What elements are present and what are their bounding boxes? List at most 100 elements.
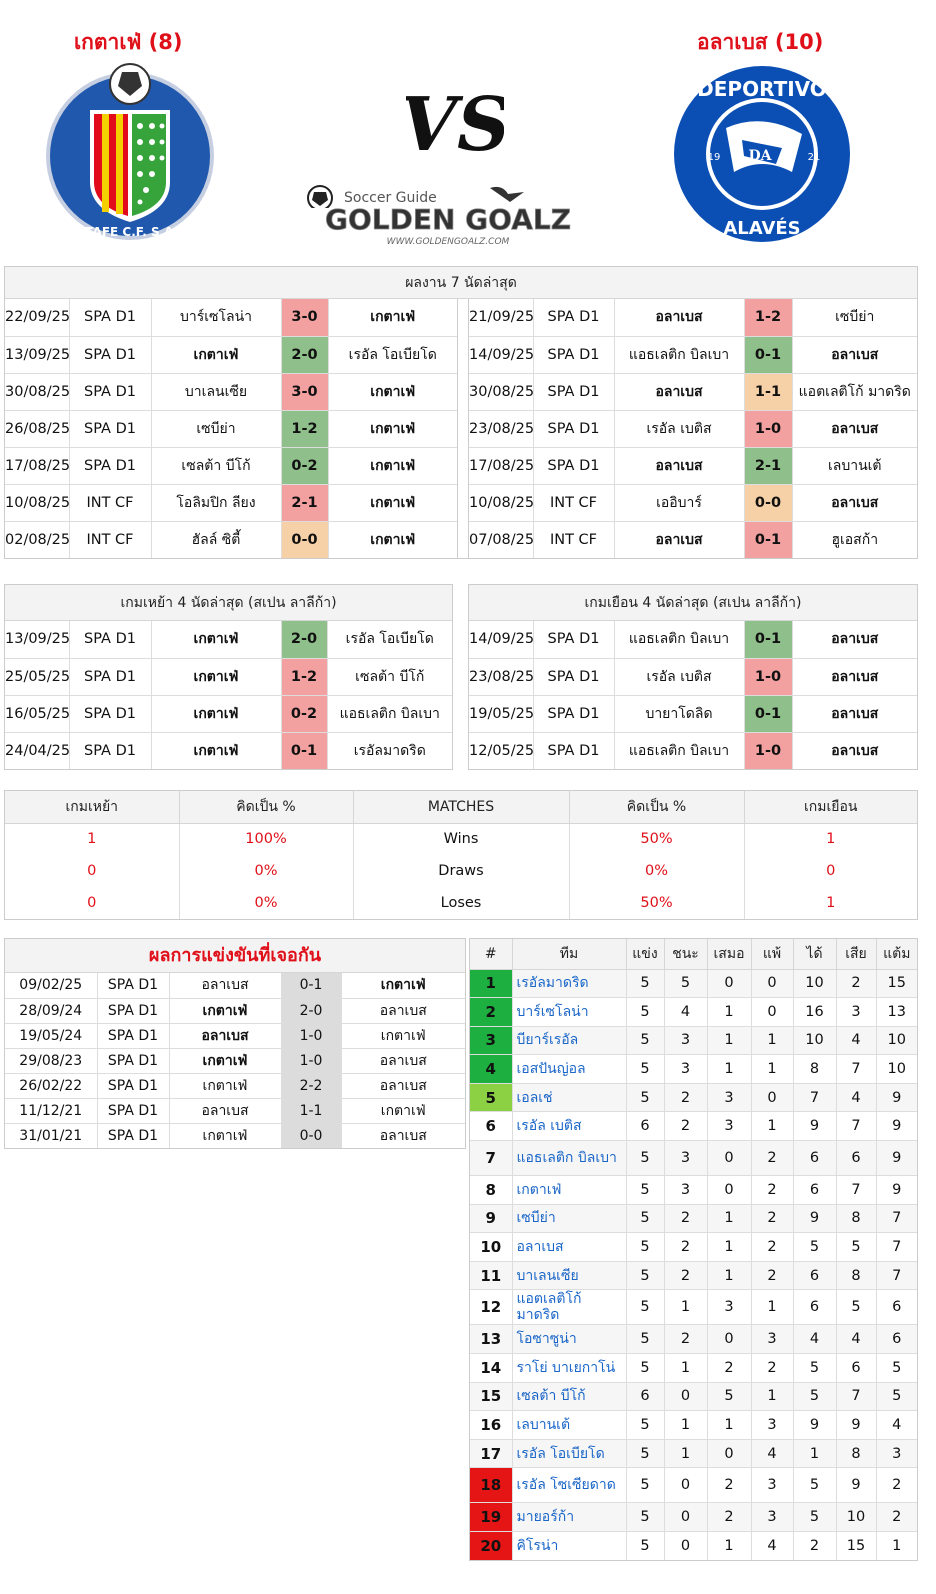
match-home-team[interactable]: เออิบาร์	[614, 484, 745, 522]
match-home-team[interactable]: อลาเบส	[614, 373, 745, 411]
match-score[interactable]: 0-1	[744, 621, 793, 659]
match-row[interactable]: 07/08/25 INT CF อลาเบส 0-1 ฮูเอสก้า	[469, 521, 917, 558]
match-away-team[interactable]: แอธเลติก บิลเบา	[327, 695, 452, 733]
h2h-away-team[interactable]: เกตาเฟ่	[341, 1098, 465, 1124]
match-home-team[interactable]: แอธเลติก บิลเบา	[614, 732, 745, 769]
h2h-score[interactable]: 1-1	[281, 1098, 342, 1124]
standings-row[interactable]: 4 เอสปันญ่อล 5 3 1 1 8 7 10	[470, 1054, 917, 1084]
h2h-away-team[interactable]: อลาเบส	[341, 1048, 465, 1074]
standings-row[interactable]: 20 คิโรน่า 5 0 1 4 2 15 1	[470, 1531, 917, 1561]
match-away-team[interactable]: เซลต้า บีโก้	[327, 658, 452, 696]
h2h-away-team[interactable]: อลาเบส	[341, 998, 465, 1024]
standings-row[interactable]: 16 เลบานเต้ 5 1 1 3 9 9 4	[470, 1410, 917, 1440]
match-score[interactable]: 0-1	[744, 695, 793, 733]
match-away-team[interactable]: เรอัล โอเบียโด	[328, 336, 457, 374]
standings-team-link[interactable]: บาร์เซโลน่า	[512, 997, 627, 1027]
standings-row[interactable]: 7 แอธเลติก บิลเบา 5 3 0 2 6 6 9	[470, 1140, 917, 1177]
match-home-team[interactable]: เซบีย่า	[151, 410, 282, 448]
match-score[interactable]: 0-0	[281, 521, 329, 558]
standings-row[interactable]: 19 มายอร์ก้า 5 0 2 3 5 10 2	[470, 1502, 917, 1532]
h2h-row[interactable]: 31/01/21 SPA D1 เกตาเฟ่ 0-0 อลาเบส	[5, 1123, 465, 1148]
match-row[interactable]: 21/09/25 SPA D1 อลาเบส 1-2 เซบีย่า	[469, 299, 917, 337]
match-row[interactable]: 23/08/25 SPA D1 เรอัล เบติส 1-0 อลาเบส	[469, 658, 917, 696]
match-score[interactable]: 0-1	[744, 336, 793, 374]
match-score[interactable]: 2-1	[744, 447, 793, 485]
match-home-team[interactable]: เกตาเฟ่	[151, 658, 282, 696]
standings-team-link[interactable]: มายอร์ก้า	[512, 1502, 627, 1532]
standings-team-link[interactable]: เลบานเต้	[512, 1410, 627, 1440]
match-row[interactable]: 10/08/25 INT CF โอลิมปิก ลียง 2-1 เกตาเฟ่	[5, 484, 457, 522]
h2h-home-team[interactable]: เกตาเฟ่	[169, 1048, 282, 1074]
standings-team-link[interactable]: คิโรน่า	[512, 1531, 627, 1561]
standings-row[interactable]: 5 เอลเช่ 5 2 3 0 7 4 9	[470, 1083, 917, 1113]
standings-row[interactable]: 9 เซบีย่า 5 2 1 2 9 8 7	[470, 1204, 917, 1234]
standings-row[interactable]: 12 แอตเลติโก้ มาดริด 5 1 3 1 6 5 6	[470, 1289, 917, 1326]
match-row[interactable]: 26/08/25 SPA D1 เซบีย่า 1-2 เกตาเฟ่	[5, 410, 457, 448]
h2h-home-team[interactable]: เกตาเฟ่	[169, 1123, 282, 1148]
match-row[interactable]: 10/08/25 INT CF เออิบาร์ 0-0 อลาเบส	[469, 484, 917, 522]
h2h-row[interactable]: 11/12/21 SPA D1 อลาเบส 1-1 เกตาเฟ่	[5, 1098, 465, 1124]
standings-row[interactable]: 11 บาเลนเซีย 5 2 1 2 6 8 7	[470, 1261, 917, 1291]
match-score[interactable]: 1-2	[281, 658, 328, 696]
match-away-team[interactable]: เรอัลมาดริด	[353, 742, 426, 759]
standings-row[interactable]: 1 เรอัลมาดริด 5 5 0 0 10 2 15	[470, 969, 917, 999]
match-row[interactable]: 14/09/25 SPA D1 แอธเลติก บิลเบา 0-1 อลาเบส	[469, 621, 917, 659]
match-home-team[interactable]: แอธเลติก บิลเบา	[614, 621, 745, 659]
match-away-team[interactable]: เรอัล โอเบียโด	[327, 621, 452, 659]
match-row[interactable]: 25/05/25 SPA D1 เกตาเฟ่ 1-2 เซลต้า บีโก้	[5, 658, 452, 696]
match-row[interactable]: 24/04/25 SPA D1 เกตาเฟ่ 0-1 เรอัลมาดริด	[5, 732, 452, 769]
match-score[interactable]: 0-2	[281, 695, 328, 733]
match-home-team[interactable]: เกตาเฟ่	[151, 695, 282, 733]
standings-team-link[interactable]: แอตเลติโก้ มาดริด	[512, 1289, 627, 1326]
match-home-team[interactable]: บายาโดลิด	[614, 695, 745, 733]
match-away-team[interactable]: เกตาเฟ่	[328, 373, 457, 411]
match-home-team[interactable]: เรอัล เบติส	[614, 658, 745, 696]
match-home-team[interactable]: อลาเบส	[614, 447, 745, 485]
match-row[interactable]: 16/05/25 SPA D1 เกตาเฟ่ 0-2 แอธเลติก บิลเบา	[5, 695, 452, 733]
match-away-team[interactable]: เกตาเฟ่	[328, 299, 457, 337]
match-row[interactable]: 02/08/25 INT CF ฮัลล์ ซิตี้ 0-0 เกตาเฟ่	[5, 521, 457, 558]
match-row[interactable]: 19/05/25 SPA D1 บายาโดลิด 0-1 อลาเบส	[469, 695, 917, 733]
standings-row[interactable]: 3 บียาร์เรอัล 5 3 1 1 10 4 10	[470, 1026, 917, 1056]
standings-team-link[interactable]: เอสปันญ่อล	[512, 1054, 627, 1084]
match-score[interactable]: 1-2	[744, 299, 793, 337]
match-row[interactable]: 12/05/25 SPA D1 แอธเลติก บิลเบา 1-0 อลาเบส	[469, 732, 917, 769]
match-home-team[interactable]: เซลต้า บีโก้	[151, 447, 282, 485]
standings-team-link[interactable]: เอลเช่	[512, 1083, 627, 1113]
match-row[interactable]: 13/09/25 SPA D1 เกตาเฟ่ 2-0 เรอัล โอเบียโด	[5, 621, 452, 659]
match-away-team[interactable]: อลาเบส	[792, 621, 917, 659]
standings-row[interactable]: 13 โอซาซูน่า 5 2 0 3 4 4 6	[470, 1324, 917, 1355]
standings-row[interactable]: 10 อลาเบส 5 2 1 2 5 5 7	[470, 1232, 917, 1262]
match-row[interactable]: 30/08/25 SPA D1 บาเลนเซีย 3-0 เกตาเฟ่	[5, 373, 457, 411]
match-away-team[interactable]: เกตาเฟ่	[370, 531, 416, 548]
match-score[interactable]: 2-0	[281, 336, 329, 374]
h2h-score[interactable]: 0-1	[281, 973, 342, 999]
match-home-team[interactable]: เกตาเฟ่	[151, 621, 282, 659]
match-away-team[interactable]: อลาเบส	[792, 695, 917, 733]
match-home-team[interactable]: บาเลนเซีย	[151, 373, 282, 411]
match-away-team[interactable]: เกตาเฟ่	[328, 447, 457, 485]
match-away-team[interactable]: อลาเบส	[831, 742, 879, 759]
h2h-home-team[interactable]: อลาเบส	[169, 973, 282, 999]
h2h-home-team[interactable]: เกตาเฟ่	[169, 998, 282, 1024]
match-away-team[interactable]: เซบีย่า	[792, 299, 917, 337]
match-row[interactable]: 23/08/25 SPA D1 เรอัล เบติส 1-0 อลาเบส	[469, 410, 917, 448]
match-away-team[interactable]: อลาเบส	[792, 658, 917, 696]
match-score[interactable]: 3-0	[281, 299, 329, 337]
match-away-team[interactable]: อลาเบส	[792, 336, 917, 374]
standings-team-link[interactable]: เรอัล โอเบียโด	[512, 1439, 627, 1469]
standings-row[interactable]: 17 เรอัล โอเบียโด 5 1 0 4 1 8 3	[470, 1439, 917, 1469]
match-row[interactable]: 17/08/25 SPA D1 เซลต้า บีโก้ 0-2 เกตาเฟ่	[5, 447, 457, 485]
h2h-score[interactable]: 1-0	[281, 1048, 342, 1074]
standings-team-link[interactable]: โอซาซูน่า	[512, 1324, 627, 1355]
match-away-team[interactable]: แอตเลติโก้ มาดริด	[792, 373, 917, 411]
standings-row[interactable]: 6 เรอัล เบติส 6 2 3 1 9 7 9	[470, 1111, 917, 1142]
match-home-team[interactable]: เกตาเฟ่	[151, 336, 282, 374]
match-home-team[interactable]: ฮัลล์ ซิตี้	[151, 521, 282, 558]
h2h-score[interactable]: 0-0	[281, 1123, 342, 1148]
match-score[interactable]: 0-2	[281, 447, 329, 485]
match-row[interactable]: 17/08/25 SPA D1 อลาเบส 2-1 เลบานเต้	[469, 447, 917, 485]
match-home-team[interactable]: แอธเลติก บิลเบา	[614, 336, 745, 374]
match-row[interactable]: 13/09/25 SPA D1 เกตาเฟ่ 2-0 เรอัล โอเบียโด	[5, 336, 457, 374]
match-home-team[interactable]: อลาเบส	[614, 521, 745, 558]
